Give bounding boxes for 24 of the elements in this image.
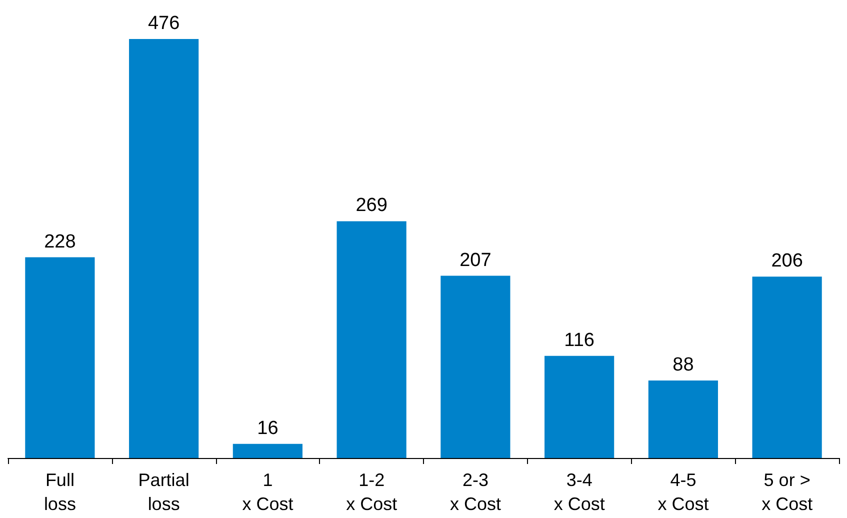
bar	[752, 276, 822, 458]
data-label: 16	[257, 418, 278, 439]
x-tick-label: 1-2 x Cost	[346, 470, 398, 514]
x-tick-label: 2-3 x Cost	[450, 470, 501, 514]
x-tick-label: Full loss	[44, 470, 76, 514]
data-label: 269	[356, 195, 388, 216]
x-tick-label: 1 x Cost	[242, 470, 294, 514]
bar	[440, 276, 510, 458]
data-label: 116	[564, 330, 594, 351]
data-label: 88	[672, 354, 694, 376]
x-tick-label: 3-4 x Cost	[554, 470, 605, 514]
bar	[25, 257, 95, 458]
x-tick-label: 5 or > x Cost	[762, 470, 813, 514]
bar	[232, 444, 302, 458]
data-label: 476	[148, 13, 180, 34]
bar	[336, 221, 406, 458]
bar	[648, 380, 718, 458]
bar	[544, 356, 614, 458]
data-label: 207	[460, 250, 492, 271]
data-label: 228	[44, 231, 76, 252]
x-tick-label: Partial loss	[138, 470, 190, 514]
data-label: 206	[771, 250, 803, 272]
x-tick-label: 4-5 x Cost	[658, 470, 709, 514]
bar	[129, 39, 199, 458]
